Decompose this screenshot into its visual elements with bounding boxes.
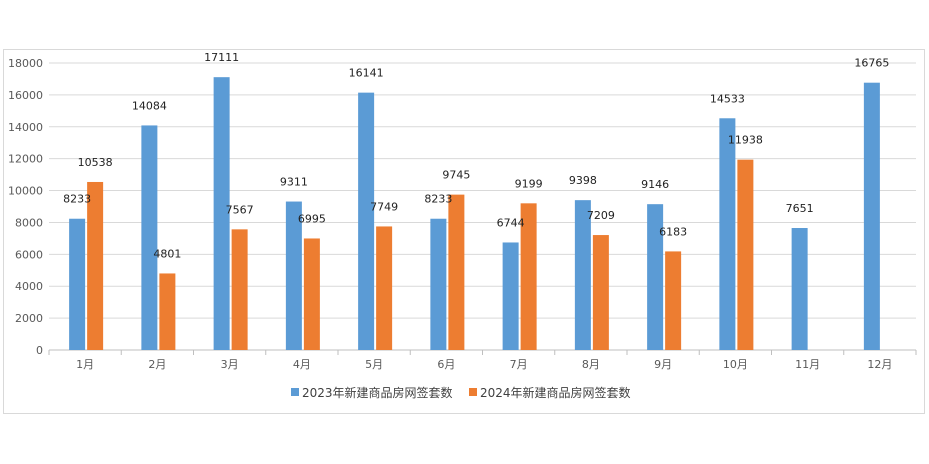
bar-2024 bbox=[231, 229, 248, 350]
data-labels: 8233 14084 17111 9311 16141 8233 6744 9398 9146 1… bbox=[63, 51, 889, 260]
data-label: 8233 bbox=[424, 193, 452, 206]
data-label: 7567 bbox=[226, 203, 254, 216]
legend: 2023年新建商品房网签套数 2024年新建商品房网签套数 bbox=[291, 385, 631, 400]
bar-2023 bbox=[719, 118, 736, 350]
bar-2024 bbox=[665, 251, 682, 350]
x-tick-label: 7月 bbox=[510, 358, 528, 371]
x-tick-label: 6月 bbox=[437, 358, 455, 371]
bar-2023 bbox=[430, 218, 447, 350]
data-label: 14084 bbox=[132, 99, 167, 112]
x-tick-label: 11月 bbox=[795, 358, 820, 371]
bar-2023 bbox=[863, 82, 880, 350]
bar-2024 bbox=[376, 226, 393, 350]
data-label: 6744 bbox=[497, 216, 525, 229]
data-label: 14533 bbox=[710, 92, 745, 105]
y-tick-label: 14000 bbox=[8, 121, 43, 134]
x-tick-label: 4月 bbox=[293, 358, 311, 371]
legend-label: 2023年新建商品房网签套数 bbox=[302, 385, 453, 400]
bar-2023 bbox=[213, 77, 230, 350]
bar-2024 bbox=[303, 238, 320, 350]
legend-label: 2024年新建商品房网签套数 bbox=[480, 385, 631, 400]
bar-2024 bbox=[159, 273, 176, 350]
bar-2023 bbox=[791, 228, 808, 350]
data-label: 16765 bbox=[854, 57, 889, 70]
x-tick-label: 1月 bbox=[76, 358, 94, 371]
y-tick-label: 0 bbox=[36, 344, 43, 357]
data-label: 17111 bbox=[204, 51, 239, 64]
x-tick-label: 9月 bbox=[654, 358, 672, 371]
data-label: 9311 bbox=[280, 176, 308, 189]
bar-2023 bbox=[358, 92, 375, 351]
bar-2023 bbox=[502, 242, 519, 350]
data-label: 9146 bbox=[641, 178, 669, 191]
bar-2024 bbox=[520, 203, 537, 350]
data-label: 10538 bbox=[78, 156, 113, 169]
bar-2023 bbox=[141, 125, 158, 350]
y-tick-label: 16000 bbox=[8, 89, 43, 102]
data-label: 6995 bbox=[298, 212, 326, 225]
y-tick-label: 2000 bbox=[15, 312, 43, 325]
data-label: 7651 bbox=[786, 202, 814, 215]
data-label: 9398 bbox=[569, 174, 597, 187]
data-label: 8233 bbox=[63, 193, 91, 206]
y-tick-label: 6000 bbox=[15, 248, 43, 261]
data-label: 11938 bbox=[728, 134, 763, 147]
data-label: 4801 bbox=[153, 247, 181, 260]
data-label: 7749 bbox=[370, 200, 398, 213]
x-tick-label: 3月 bbox=[221, 358, 239, 371]
y-tick-label: 10000 bbox=[8, 185, 43, 198]
bar-2023 bbox=[574, 200, 591, 350]
x-tick-label: 10月 bbox=[723, 358, 748, 371]
x-axis-ticks: 1月 2月 3月 4月 5月 6月 7月 8月 9月 10月 11月 12月 bbox=[48, 350, 917, 371]
data-label: 7209 bbox=[587, 209, 615, 222]
y-tick-label: 4000 bbox=[15, 280, 43, 293]
bar-2023 bbox=[647, 204, 664, 350]
bars bbox=[69, 77, 880, 351]
x-tick-label: 2月 bbox=[148, 358, 166, 371]
bar-2023 bbox=[69, 218, 86, 350]
x-tick-label: 8月 bbox=[582, 358, 600, 371]
x-tick-label: 12月 bbox=[867, 358, 892, 371]
x-tick-label: 5月 bbox=[365, 358, 383, 371]
data-label: 9745 bbox=[442, 169, 470, 182]
y-tick-label: 12000 bbox=[8, 153, 43, 166]
bar-2023 bbox=[285, 201, 302, 350]
y-tick-label: 18000 bbox=[8, 57, 43, 70]
bar-2024 bbox=[448, 194, 465, 350]
y-axis-ticks: 0 2000 4000 6000 8000 10000 12000 14000 16000 180… bbox=[8, 57, 43, 357]
y-tick-label: 8000 bbox=[15, 216, 43, 229]
legend-swatch bbox=[291, 388, 299, 396]
bar-2024 bbox=[592, 235, 609, 350]
data-label: 16141 bbox=[349, 67, 384, 80]
bar-2024 bbox=[737, 159, 754, 350]
data-label: 9199 bbox=[515, 177, 543, 190]
legend-swatch bbox=[469, 388, 477, 396]
bar-2024 bbox=[87, 181, 104, 350]
data-label: 6183 bbox=[659, 225, 687, 238]
